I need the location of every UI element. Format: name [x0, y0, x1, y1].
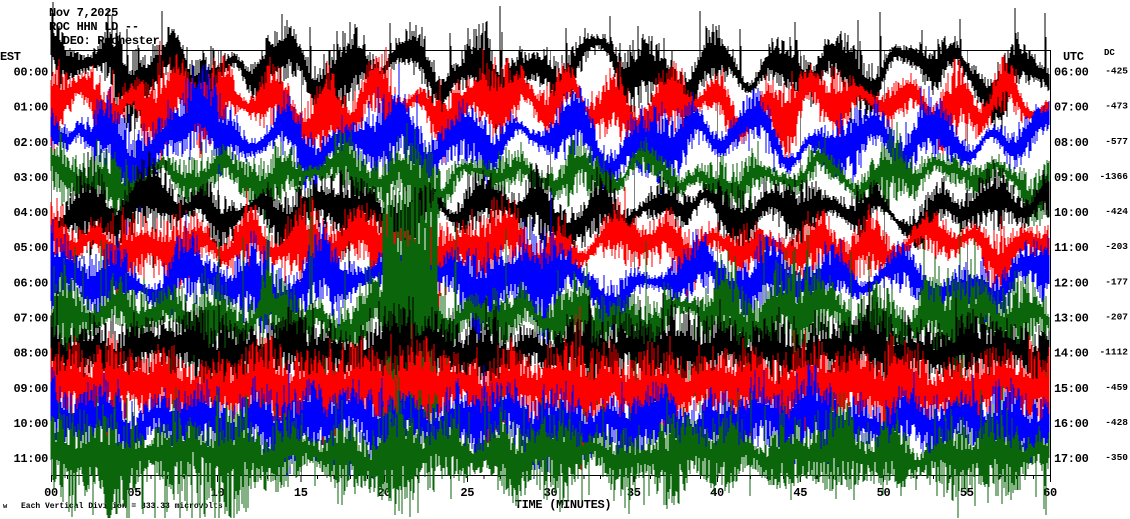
- svg-text:05: 05: [127, 486, 141, 500]
- svg-text:25: 25: [460, 486, 474, 500]
- svg-text:40: 40: [710, 486, 724, 500]
- svg-text:-207: -207: [1105, 311, 1128, 322]
- svg-text:45: 45: [793, 486, 807, 500]
- svg-text:-459: -459: [1105, 382, 1128, 393]
- svg-text:50: 50: [877, 486, 891, 500]
- svg-text:14:00: 14:00: [1054, 347, 1089, 361]
- svg-text:04:00: 04:00: [13, 206, 48, 220]
- svg-text:06:00: 06:00: [13, 276, 48, 290]
- svg-text:ROC HHN LD --: ROC HHN LD --: [49, 20, 139, 34]
- svg-text:17:00: 17:00: [1054, 452, 1089, 466]
- svg-text:11:00: 11:00: [1054, 241, 1089, 255]
- svg-text:08:00: 08:00: [13, 347, 48, 361]
- svg-text:-577: -577: [1105, 136, 1128, 147]
- svg-text:-424: -424: [1105, 206, 1128, 217]
- svg-text:10:00: 10:00: [13, 417, 48, 431]
- svg-text:-473: -473: [1105, 101, 1128, 112]
- svg-text:08:00: 08:00: [1054, 136, 1089, 150]
- svg-text:03:00: 03:00: [13, 171, 48, 185]
- svg-text:-1366: -1366: [1099, 171, 1128, 182]
- svg-text:60: 60: [1043, 486, 1057, 500]
- svg-text:09:00: 09:00: [13, 382, 48, 396]
- svg-text:15: 15: [294, 486, 308, 500]
- svg-text:05:00: 05:00: [13, 241, 48, 255]
- svg-text:07:00: 07:00: [1054, 101, 1089, 115]
- svg-text:15:00: 15:00: [1054, 382, 1089, 396]
- svg-text:w: w: [3, 503, 8, 511]
- svg-text:07:00: 07:00: [13, 311, 48, 325]
- svg-text:11:00: 11:00: [13, 452, 48, 466]
- svg-text:00: 00: [44, 486, 58, 500]
- svg-text:-428: -428: [1105, 417, 1128, 428]
- svg-text:13:00: 13:00: [1054, 311, 1089, 325]
- svg-text:09:00: 09:00: [1054, 171, 1089, 185]
- svg-text:EST: EST: [0, 50, 21, 64]
- svg-text:-425: -425: [1105, 66, 1128, 77]
- svg-text:-350: -350: [1105, 452, 1128, 463]
- svg-text:12:00: 12:00: [1054, 276, 1089, 290]
- svg-text:Nov 7,2025: Nov 7,2025: [49, 6, 118, 20]
- svg-text:-203: -203: [1105, 241, 1128, 252]
- svg-text:-177: -177: [1105, 276, 1128, 287]
- svg-text:06:00: 06:00: [1054, 66, 1089, 80]
- svg-text:DC: DC: [1104, 48, 1115, 58]
- svg-text:(LDEO: Rochester: (LDEO: Rochester: [49, 34, 160, 48]
- svg-text:00:00: 00:00: [13, 66, 48, 80]
- svg-text:10:00: 10:00: [1054, 206, 1089, 220]
- svg-text:16:00: 16:00: [1054, 417, 1089, 431]
- svg-text:UTC: UTC: [1063, 50, 1084, 64]
- svg-text:02:00: 02:00: [13, 136, 48, 150]
- svg-text:01:00: 01:00: [13, 101, 48, 115]
- svg-text:Each Vertical Division = 333.: Each Vertical Division = 333.33 microvol…: [21, 502, 223, 511]
- svg-text:-1112: -1112: [1099, 347, 1128, 358]
- svg-text:10: 10: [211, 486, 225, 500]
